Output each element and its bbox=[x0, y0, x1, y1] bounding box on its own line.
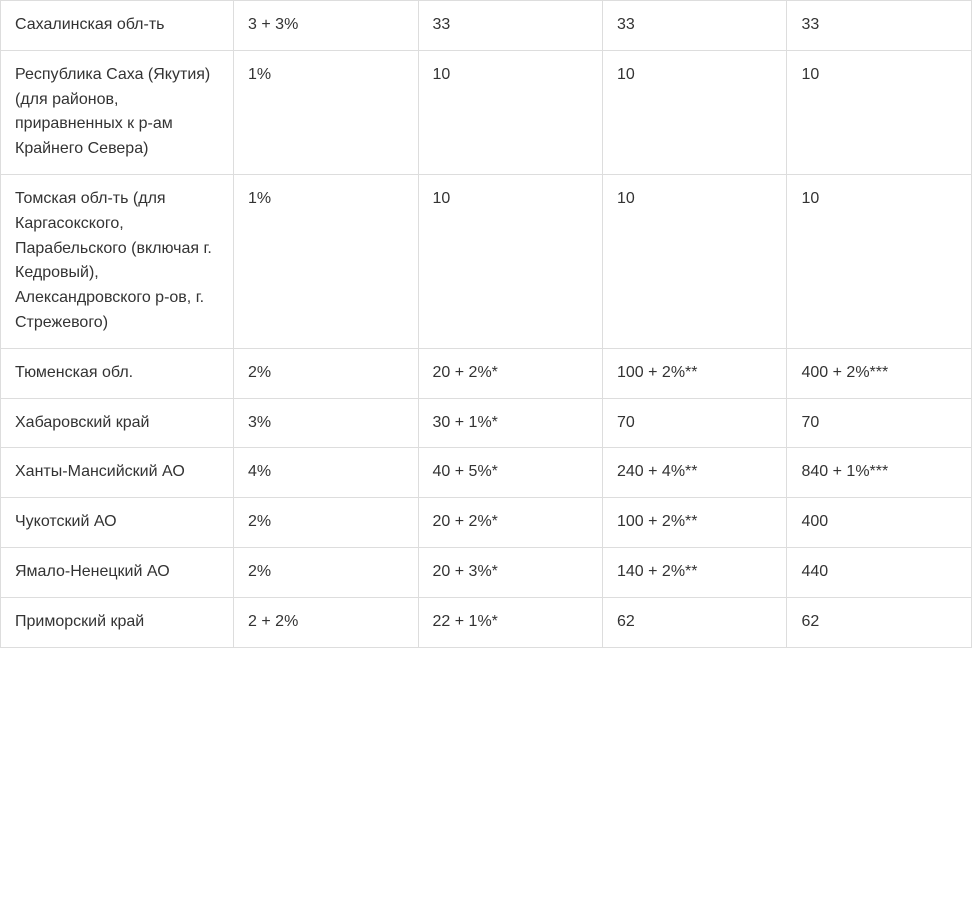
region-cell: Тюменская обл. bbox=[1, 348, 234, 398]
table-row: Ханты-Мансийский АО 4% 40 + 5%* 240 + 4%… bbox=[1, 448, 972, 498]
value-cell: 62 bbox=[603, 597, 787, 647]
table-row: Хабаровский край 3% 30 + 1%* 70 70 bbox=[1, 398, 972, 448]
value-cell: 400 + 2%*** bbox=[787, 348, 972, 398]
value-cell: 33 bbox=[603, 1, 787, 51]
table-row: Сахалинская обл-ть 3 + 3% 33 33 33 bbox=[1, 1, 972, 51]
value-cell: 440 bbox=[787, 547, 972, 597]
value-cell: 240 + 4%** bbox=[603, 448, 787, 498]
region-cell: Приморский край bbox=[1, 597, 234, 647]
region-cell: Ямало-Ненецкий АО bbox=[1, 547, 234, 597]
value-cell: 2% bbox=[234, 547, 418, 597]
value-cell: 140 + 2%** bbox=[603, 547, 787, 597]
value-cell: 2% bbox=[234, 498, 418, 548]
region-cell: Республика Саха (Якутия) (для районов, п… bbox=[1, 50, 234, 174]
value-cell: 33 bbox=[787, 1, 972, 51]
value-cell: 100 + 2%** bbox=[603, 498, 787, 548]
table-row: Республика Саха (Якутия) (для районов, п… bbox=[1, 50, 972, 174]
table-row: Тюменская обл. 2% 20 + 2%* 100 + 2%** 40… bbox=[1, 348, 972, 398]
value-cell: 2 + 2% bbox=[234, 597, 418, 647]
table-row: Томская обл-ть (для Каргасокского, Параб… bbox=[1, 174, 972, 348]
rates-table: Сахалинская обл-ть 3 + 3% 33 33 33 Респу… bbox=[0, 0, 972, 648]
value-cell: 30 + 1%* bbox=[418, 398, 602, 448]
region-cell: Чукотский АО bbox=[1, 498, 234, 548]
table-body: Сахалинская обл-ть 3 + 3% 33 33 33 Респу… bbox=[1, 1, 972, 648]
value-cell: 20 + 2%* bbox=[418, 348, 602, 398]
value-cell: 70 bbox=[787, 398, 972, 448]
value-cell: 70 bbox=[603, 398, 787, 448]
value-cell: 10 bbox=[787, 174, 972, 348]
value-cell: 10 bbox=[418, 50, 602, 174]
region-cell: Сахалинская обл-ть bbox=[1, 1, 234, 51]
region-cell: Томская обл-ть (для Каргасокского, Параб… bbox=[1, 174, 234, 348]
value-cell: 10 bbox=[418, 174, 602, 348]
table-row: Ямало-Ненецкий АО 2% 20 + 3%* 140 + 2%**… bbox=[1, 547, 972, 597]
value-cell: 40 + 5%* bbox=[418, 448, 602, 498]
value-cell: 10 bbox=[787, 50, 972, 174]
value-cell: 2% bbox=[234, 348, 418, 398]
value-cell: 840 + 1%*** bbox=[787, 448, 972, 498]
table-row: Приморский край 2 + 2% 22 + 1%* 62 62 bbox=[1, 597, 972, 647]
value-cell: 10 bbox=[603, 174, 787, 348]
value-cell: 3 + 3% bbox=[234, 1, 418, 51]
value-cell: 22 + 1%* bbox=[418, 597, 602, 647]
value-cell: 4% bbox=[234, 448, 418, 498]
region-cell: Ханты-Мансийский АО bbox=[1, 448, 234, 498]
value-cell: 33 bbox=[418, 1, 602, 51]
value-cell: 100 + 2%** bbox=[603, 348, 787, 398]
value-cell: 20 + 3%* bbox=[418, 547, 602, 597]
value-cell: 1% bbox=[234, 174, 418, 348]
value-cell: 62 bbox=[787, 597, 972, 647]
value-cell: 1% bbox=[234, 50, 418, 174]
value-cell: 20 + 2%* bbox=[418, 498, 602, 548]
value-cell: 10 bbox=[603, 50, 787, 174]
value-cell: 3% bbox=[234, 398, 418, 448]
table-row: Чукотский АО 2% 20 + 2%* 100 + 2%** 400 bbox=[1, 498, 972, 548]
region-cell: Хабаровский край bbox=[1, 398, 234, 448]
value-cell: 400 bbox=[787, 498, 972, 548]
